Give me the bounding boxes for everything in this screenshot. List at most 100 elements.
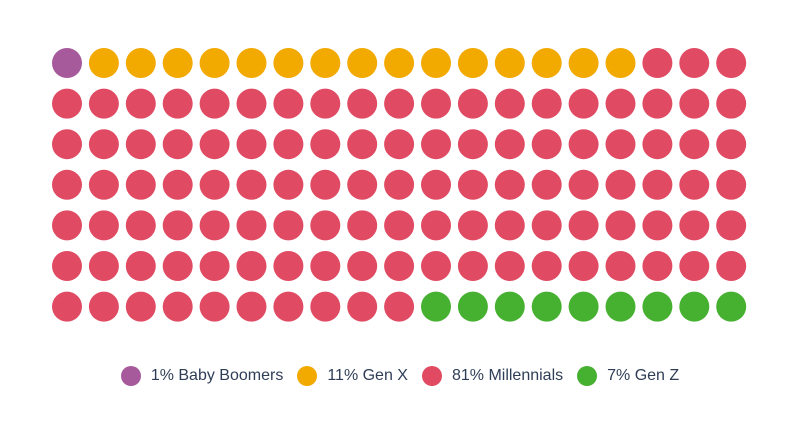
legend-swatch-baby-boomers xyxy=(120,366,141,386)
dot-gen-x xyxy=(199,48,230,78)
dot-millennials xyxy=(605,169,636,200)
dot-millennials xyxy=(679,48,710,78)
dot-millennials xyxy=(679,169,710,200)
dot-millennials xyxy=(642,48,673,78)
dot-millennials xyxy=(421,251,451,281)
dot-millennials xyxy=(568,210,599,241)
dot-gen-z xyxy=(605,291,636,322)
dot-millennials xyxy=(531,251,562,281)
dot-millennials xyxy=(531,88,562,119)
legend-swatch-gen-z xyxy=(577,366,598,386)
dot-millennials xyxy=(642,88,673,119)
dot-gen-x xyxy=(421,48,451,78)
dot-millennials xyxy=(236,210,267,241)
dot-millennials xyxy=(52,169,82,200)
dot-millennials xyxy=(716,48,747,78)
dot-millennials xyxy=(494,210,525,241)
dot-millennials xyxy=(642,251,673,281)
dot-millennials xyxy=(199,169,230,200)
dot-millennials xyxy=(494,88,525,119)
legend-item-gen-x: 11% Gen X xyxy=(297,366,408,386)
dot-millennials xyxy=(347,88,378,119)
dot-millennials xyxy=(457,169,488,200)
dot-millennials xyxy=(310,210,341,241)
dot-gen-z xyxy=(642,291,673,322)
dot-millennials xyxy=(384,129,415,160)
dot-millennials xyxy=(457,251,488,281)
dot-millennials xyxy=(125,251,156,281)
dot-millennials xyxy=(716,88,747,119)
dot-millennials xyxy=(162,291,193,322)
dot-millennials xyxy=(716,129,747,160)
dot-millennials xyxy=(531,129,562,160)
dot-millennials xyxy=(88,291,119,322)
dot-gen-x xyxy=(494,48,525,78)
dot-gen-x xyxy=(125,48,156,78)
dot-millennials xyxy=(273,210,304,241)
dot-millennials xyxy=(88,129,119,160)
dot-millennials xyxy=(568,88,599,119)
dot-millennials xyxy=(679,129,710,160)
dot-gen-x xyxy=(347,48,378,78)
dot-millennials xyxy=(199,251,230,281)
dot-millennials xyxy=(310,169,341,200)
dot-gen-z xyxy=(421,291,451,322)
dot-baby-boomers xyxy=(52,48,82,78)
dot-millennials xyxy=(52,88,82,119)
dot-millennials xyxy=(125,129,156,160)
dot-millennials xyxy=(605,88,636,119)
dot-millennials xyxy=(642,210,673,241)
dot-gen-z xyxy=(531,291,562,322)
legend-label-gen-z: 7% Gen Z xyxy=(607,367,680,384)
dot-millennials xyxy=(679,251,710,281)
dot-millennials xyxy=(52,251,82,281)
dot-millennials xyxy=(421,210,451,241)
dot-gen-x xyxy=(384,48,415,78)
dot-millennials xyxy=(384,169,415,200)
dot-millennials xyxy=(162,251,193,281)
dot-gen-z xyxy=(679,291,710,322)
dot-millennials xyxy=(162,169,193,200)
dot-millennials xyxy=(421,169,451,200)
legend-swatch-gen-x xyxy=(297,366,318,386)
dot-millennials xyxy=(310,88,341,119)
dot-millennials xyxy=(494,169,525,200)
dot-millennials xyxy=(125,88,156,119)
dot-gen-x xyxy=(605,48,636,78)
dot-millennials xyxy=(125,291,156,322)
dot-millennials xyxy=(88,251,119,281)
dot-millennials xyxy=(162,210,193,241)
dot-gen-z xyxy=(457,291,488,322)
legend: 1% Baby Boomers 11% Gen X 81% Millennial… xyxy=(0,366,800,386)
dot-millennials xyxy=(384,291,415,322)
dot-millennials xyxy=(88,88,119,119)
dot-millennials xyxy=(236,169,267,200)
dot-millennials xyxy=(347,251,378,281)
dot-millennials xyxy=(494,129,525,160)
dot-millennials xyxy=(310,291,341,322)
dot-millennials xyxy=(273,169,304,200)
dot-millennials xyxy=(273,129,304,160)
dot-gen-x xyxy=(88,48,119,78)
dot-millennials xyxy=(384,251,415,281)
dot-gen-x xyxy=(273,48,304,78)
dot-millennials xyxy=(125,210,156,241)
dot-millennials xyxy=(605,129,636,160)
dot-millennials xyxy=(605,251,636,281)
dot-millennials xyxy=(199,129,230,160)
dot-millennials xyxy=(531,210,562,241)
dot-millennials xyxy=(236,129,267,160)
dot-millennials xyxy=(273,88,304,119)
dot-millennials xyxy=(531,169,562,200)
dot-millennials xyxy=(605,210,636,241)
dot-millennials xyxy=(88,210,119,241)
dot-millennials xyxy=(457,129,488,160)
dot-millennials xyxy=(384,210,415,241)
dot-millennials xyxy=(421,88,451,119)
dot-millennials xyxy=(162,88,193,119)
legend-label-gen-x: 11% Gen X xyxy=(327,367,408,384)
dot-millennials xyxy=(52,210,82,241)
dot-millennials xyxy=(679,210,710,241)
dot-millennials xyxy=(642,129,673,160)
